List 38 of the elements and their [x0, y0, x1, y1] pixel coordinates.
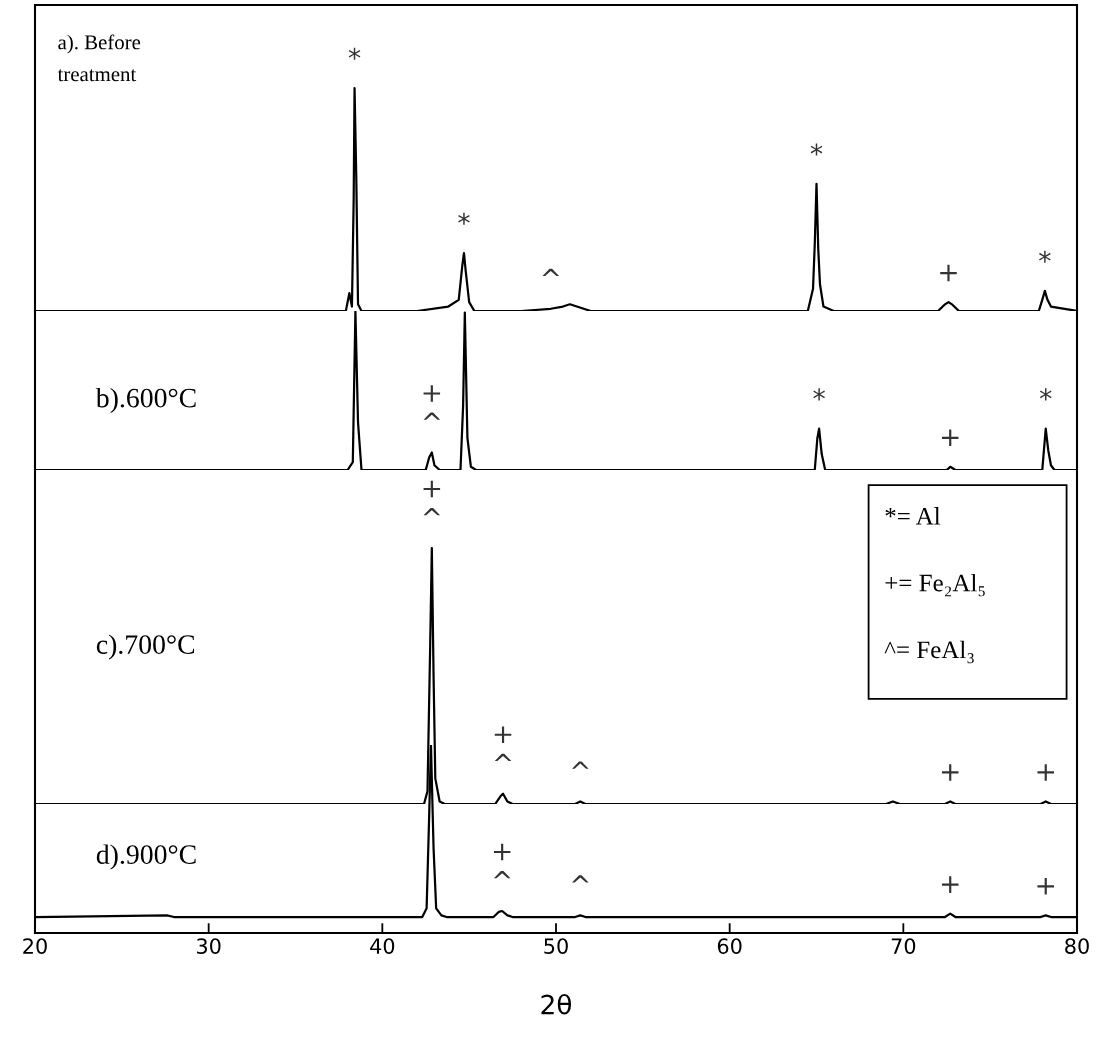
x-tick-label: 20: [23, 938, 47, 954]
annotation: +: [940, 264, 957, 282]
chart-title: a). Before treatment: [57, 34, 141, 82]
annotation: +: [494, 726, 512, 744]
x-tick-label: 50: [544, 938, 568, 954]
annotation: ^: [542, 268, 560, 276]
text: b).600°C: [95, 387, 196, 414]
x-tick-label: 60: [717, 938, 742, 954]
annotation: ^: [572, 875, 589, 883]
x-tick-label: 30: [197, 938, 221, 954]
annotation: ^: [423, 508, 441, 516]
annotation: +: [423, 480, 441, 498]
annotation: +: [423, 385, 441, 402]
annotation: +: [941, 429, 959, 447]
text: c).700°C: [96, 634, 195, 660]
annotation: +: [1037, 878, 1054, 895]
annotation: *: [810, 143, 823, 156]
annotation: *: [458, 212, 470, 225]
annotation: *: [1039, 250, 1051, 263]
x-tick-label: 80: [1065, 938, 1089, 954]
annotation: ^: [494, 753, 512, 761]
annotation: ^: [423, 412, 441, 420]
annotation: *: [348, 47, 361, 60]
x-tick-label: 70: [891, 938, 916, 954]
annotation: +: [941, 764, 959, 781]
annotation: ^: [572, 761, 589, 769]
annotation: ^: [493, 871, 511, 879]
annotation: +: [941, 876, 959, 893]
text: *= Al: [885, 507, 941, 525]
annotation: *: [1039, 388, 1052, 401]
annotation: += Fe₂Al₅: [885, 573, 985, 597]
x-tick-label: 40: [370, 938, 395, 954]
annotation: +: [493, 843, 511, 861]
annotation: ^= FeAl₃: [884, 640, 974, 664]
x-axis-title: 2θ: [541, 993, 572, 1015]
annotation: *: [813, 388, 825, 401]
annotation: +: [1037, 764, 1054, 781]
text: d).900°C: [96, 844, 196, 870]
